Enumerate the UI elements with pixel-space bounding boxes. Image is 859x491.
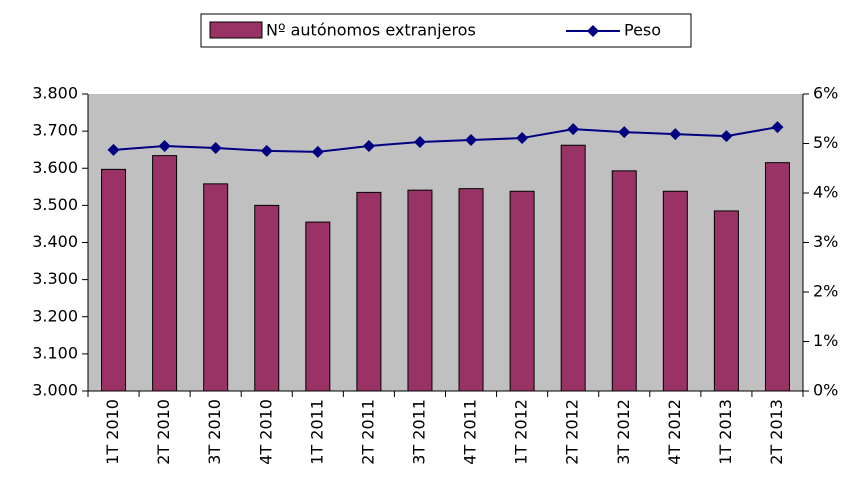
marker bbox=[158, 139, 171, 152]
x-tick-label: 1T 2012 bbox=[512, 399, 531, 465]
y2-tick-label: 6% bbox=[813, 84, 838, 103]
y-tick-label: 3.700 bbox=[32, 121, 78, 140]
x-tick-label: 2T 2011 bbox=[358, 399, 377, 465]
y-tick-label: 3.800 bbox=[32, 84, 78, 103]
marker bbox=[516, 132, 529, 145]
x-tick-label: 1T 2013 bbox=[716, 399, 735, 465]
y2-tick-label: 3% bbox=[813, 232, 838, 251]
legend-marker bbox=[587, 25, 599, 37]
x-tick-label: 4T 2012 bbox=[665, 399, 684, 465]
marker bbox=[618, 126, 631, 139]
y-tick-label: 3.500 bbox=[32, 195, 78, 214]
x-tick-label: 4T 2011 bbox=[461, 399, 480, 465]
y2-tick-label: 4% bbox=[813, 183, 838, 202]
x-tick-label: 2T 2013 bbox=[767, 399, 786, 465]
marker bbox=[669, 128, 682, 141]
marker bbox=[260, 144, 273, 157]
x-tick-label: 1T 2010 bbox=[103, 399, 122, 465]
y-tick-label: 3.300 bbox=[32, 269, 78, 288]
x-tick-label: 3T 2011 bbox=[409, 399, 428, 465]
legend-swatch bbox=[209, 21, 263, 39]
x-tick-label: 2T 2010 bbox=[154, 399, 173, 465]
legend-label: Nº autónomos extranjeros bbox=[266, 21, 476, 40]
bar bbox=[152, 155, 178, 392]
line bbox=[113, 126, 778, 153]
marker bbox=[567, 123, 580, 136]
marker bbox=[771, 121, 784, 134]
marker bbox=[362, 139, 375, 152]
bar bbox=[203, 183, 229, 392]
bar bbox=[407, 189, 433, 392]
y2-tick-label: 2% bbox=[813, 282, 838, 301]
y-tick-label: 3.200 bbox=[32, 306, 78, 325]
bar bbox=[713, 210, 739, 392]
bar bbox=[254, 204, 280, 392]
bar bbox=[764, 162, 790, 392]
y2-tick-label: 1% bbox=[813, 331, 838, 350]
bar bbox=[560, 144, 586, 392]
bar bbox=[611, 170, 637, 392]
x-tick-label: 4T 2010 bbox=[256, 399, 275, 465]
y-tick-label: 3.600 bbox=[32, 158, 78, 177]
x-tick-label: 3T 2010 bbox=[205, 399, 224, 465]
bar bbox=[356, 191, 382, 392]
y-tick-label: 3.100 bbox=[32, 343, 78, 362]
y-tick-label: 3.400 bbox=[32, 232, 78, 251]
y-tick-label: 3.000 bbox=[32, 381, 78, 400]
bar bbox=[305, 221, 331, 392]
marker bbox=[209, 141, 222, 154]
marker bbox=[107, 143, 120, 156]
bar bbox=[458, 188, 484, 392]
marker bbox=[720, 130, 733, 143]
marker bbox=[311, 145, 324, 158]
marker bbox=[465, 134, 478, 147]
x-tick-label: 2T 2012 bbox=[563, 399, 582, 465]
y2-tick-label: 5% bbox=[813, 133, 838, 152]
bar bbox=[662, 190, 688, 392]
bar bbox=[509, 190, 535, 392]
x-tick-label: 1T 2011 bbox=[307, 399, 326, 465]
legend-label: Peso bbox=[624, 21, 661, 40]
x-tick-label: 3T 2012 bbox=[614, 399, 633, 465]
y2-tick-label: 0% bbox=[813, 381, 838, 400]
bar bbox=[101, 168, 127, 392]
marker bbox=[413, 136, 426, 149]
plot-area bbox=[88, 94, 803, 391]
